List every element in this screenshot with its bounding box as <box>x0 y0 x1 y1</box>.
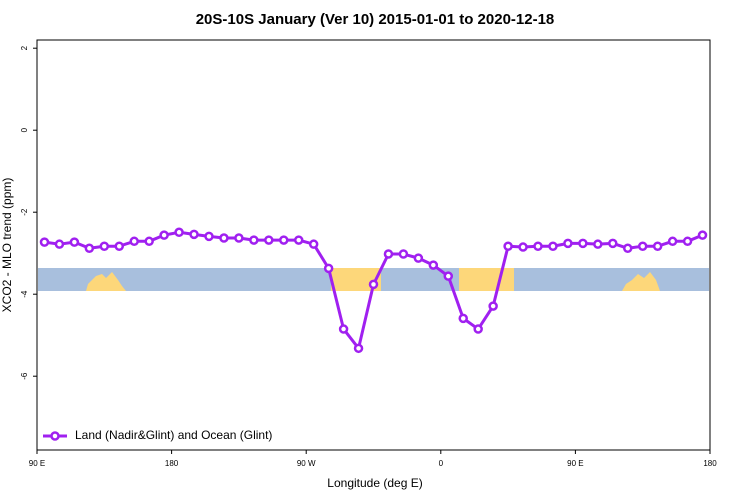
data-point <box>697 230 708 240</box>
data-point <box>144 236 154 247</box>
data-point <box>488 301 498 311</box>
data-point <box>593 239 603 249</box>
data-point <box>533 241 543 251</box>
data-point <box>159 230 169 240</box>
data-point <box>353 343 364 354</box>
y-tick-label: -6 <box>20 372 29 380</box>
data-point <box>608 238 618 249</box>
land-ocean-strip <box>38 268 709 291</box>
data-point <box>682 236 693 247</box>
data-point <box>413 253 424 263</box>
y-tick-label: -2 <box>20 208 29 216</box>
data-point <box>458 313 468 324</box>
data-point <box>548 241 558 251</box>
y-tick-label: 0 <box>20 127 29 132</box>
data-point <box>99 241 110 251</box>
x-tick-label: 90 W <box>297 459 316 468</box>
land-patch <box>622 272 660 291</box>
x-tick-label: 180 <box>165 459 179 468</box>
land-patch <box>331 268 381 291</box>
data-point <box>219 233 229 243</box>
data-point <box>234 233 244 243</box>
data-point <box>578 238 588 249</box>
data-point <box>308 239 319 249</box>
data-point <box>563 238 573 249</box>
x-tick-label: 90 E <box>29 459 45 468</box>
data-point <box>622 243 633 254</box>
data-point <box>428 260 439 270</box>
x-tick-label: 0 <box>439 459 444 468</box>
y-tick-label: -4 <box>20 290 29 298</box>
y-axis-label: XCO2 - MLO trend (ppm) <box>0 178 14 313</box>
data-point <box>264 235 274 245</box>
x-tick-label: 180 <box>703 459 717 468</box>
data-point <box>338 324 349 334</box>
data-point <box>518 242 528 252</box>
data-point <box>652 241 663 251</box>
data-point <box>383 249 394 259</box>
data-point <box>54 239 65 249</box>
data-point <box>637 241 648 251</box>
chart-title: 20S-10S January (Ver 10) 2015-01-01 to 2… <box>196 11 555 28</box>
data-point <box>174 227 184 238</box>
data-point <box>473 324 483 334</box>
data-point <box>204 231 214 242</box>
x-tick-label: 90 E <box>567 459 583 468</box>
data-point <box>189 229 199 240</box>
land-patch <box>86 272 126 291</box>
plot-frame <box>36 39 711 451</box>
data-point <box>368 279 379 290</box>
y-tick-label: 2 <box>20 45 29 50</box>
land-patch <box>459 268 514 291</box>
data-point <box>323 263 334 274</box>
data-point <box>39 237 50 247</box>
x-axis-label: Longitude (deg E) <box>327 476 422 490</box>
data-point <box>69 237 80 247</box>
legend-marker <box>50 431 60 441</box>
data-point <box>249 235 259 245</box>
data-point <box>443 271 454 281</box>
data-point <box>667 236 678 247</box>
data-point <box>129 236 139 247</box>
data-point <box>503 241 513 251</box>
data-point <box>279 235 289 245</box>
data-point <box>84 243 95 254</box>
data-point <box>293 235 304 245</box>
data-point <box>114 241 125 251</box>
data-point <box>398 249 409 259</box>
legend-label: Land (Nadir&Glint) and Ocean (Glint) <box>75 428 272 442</box>
